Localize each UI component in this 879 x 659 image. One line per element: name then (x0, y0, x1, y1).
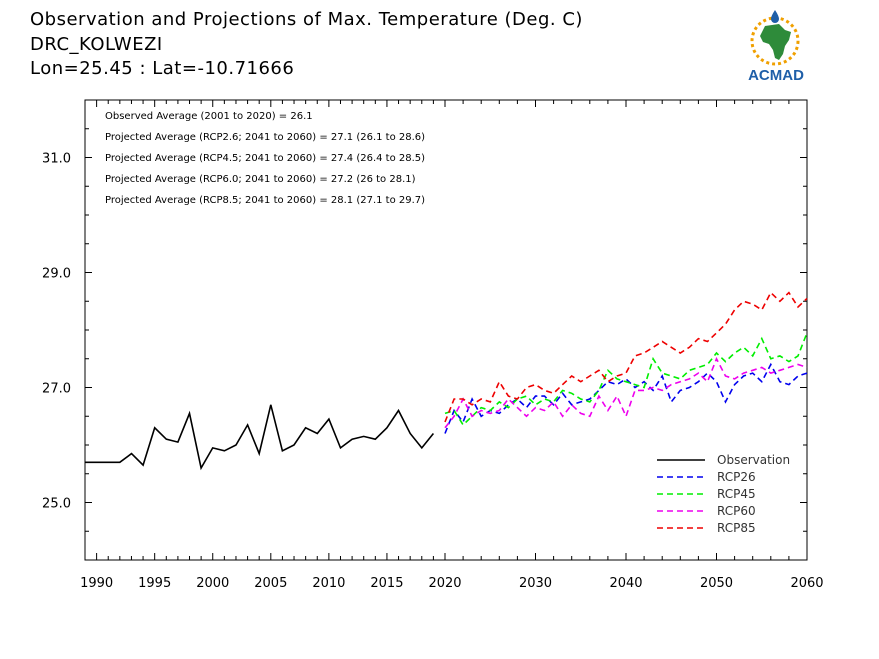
legend-label-rcp85: RCP85 (717, 521, 756, 535)
y-tick-label: 25.0 (42, 497, 71, 512)
x-tick-label: 2000 (196, 576, 229, 591)
water-drop-icon (771, 10, 779, 23)
average-annotation: Projected Average (RCP2.6; 2041 to 2060)… (105, 132, 425, 143)
x-tick-label: 2030 (519, 576, 552, 591)
y-tick-label: 29.0 (42, 267, 71, 282)
average-annotation: Observed Average (2001 to 2020) = 26.1 (105, 111, 313, 122)
series-line-rcp26 (444, 362, 808, 434)
y-tick-label: 27.0 (42, 382, 71, 397)
station-coordinates: Lon=25.45 : Lat=-10.71666 (30, 58, 295, 79)
y-tick-label: 31.0 (42, 152, 71, 167)
series-line-rcp60 (444, 356, 808, 429)
legend-label-rcp60: RCP60 (717, 504, 756, 518)
average-annotation: Projected Average (RCP8.5; 2041 to 2060)… (105, 195, 425, 206)
average-annotation: Projected Average (RCP4.5; 2041 to 2060)… (105, 153, 425, 164)
x-tick-label: 2015 (370, 576, 403, 591)
logo-text: ACMAD (748, 67, 804, 84)
chart-title: Observation and Projections of Max. Temp… (30, 9, 583, 30)
average-annotation: Projected Average (RCP6.0; 2041 to 2060)… (105, 174, 416, 185)
x-tick-label: 1990 (80, 576, 113, 591)
x-tick-label: 2060 (790, 576, 823, 591)
observation-line (85, 404, 435, 471)
legend-label-rcp26: RCP26 (717, 470, 756, 484)
x-tick-label: 2010 (312, 576, 345, 591)
series-line-rcp85 (444, 291, 808, 423)
station-name: DRC_KOLWEZI (30, 34, 163, 55)
legend-label-rcp45: RCP45 (717, 487, 756, 501)
x-tick-label: 2040 (609, 576, 642, 591)
sun-rays-icon (750, 16, 800, 66)
x-tick-label: 2020 (428, 576, 461, 591)
x-tick-label: 2050 (700, 576, 733, 591)
x-tick-label: 2005 (254, 576, 287, 591)
plot-frame (84, 99, 808, 561)
series-line-rcp45 (444, 332, 808, 427)
legend-label-observation: Observation (717, 453, 790, 467)
africa-map-icon (760, 24, 791, 60)
x-tick-label: 1995 (138, 576, 171, 591)
acmad-logo: ACMAD (735, 8, 817, 86)
